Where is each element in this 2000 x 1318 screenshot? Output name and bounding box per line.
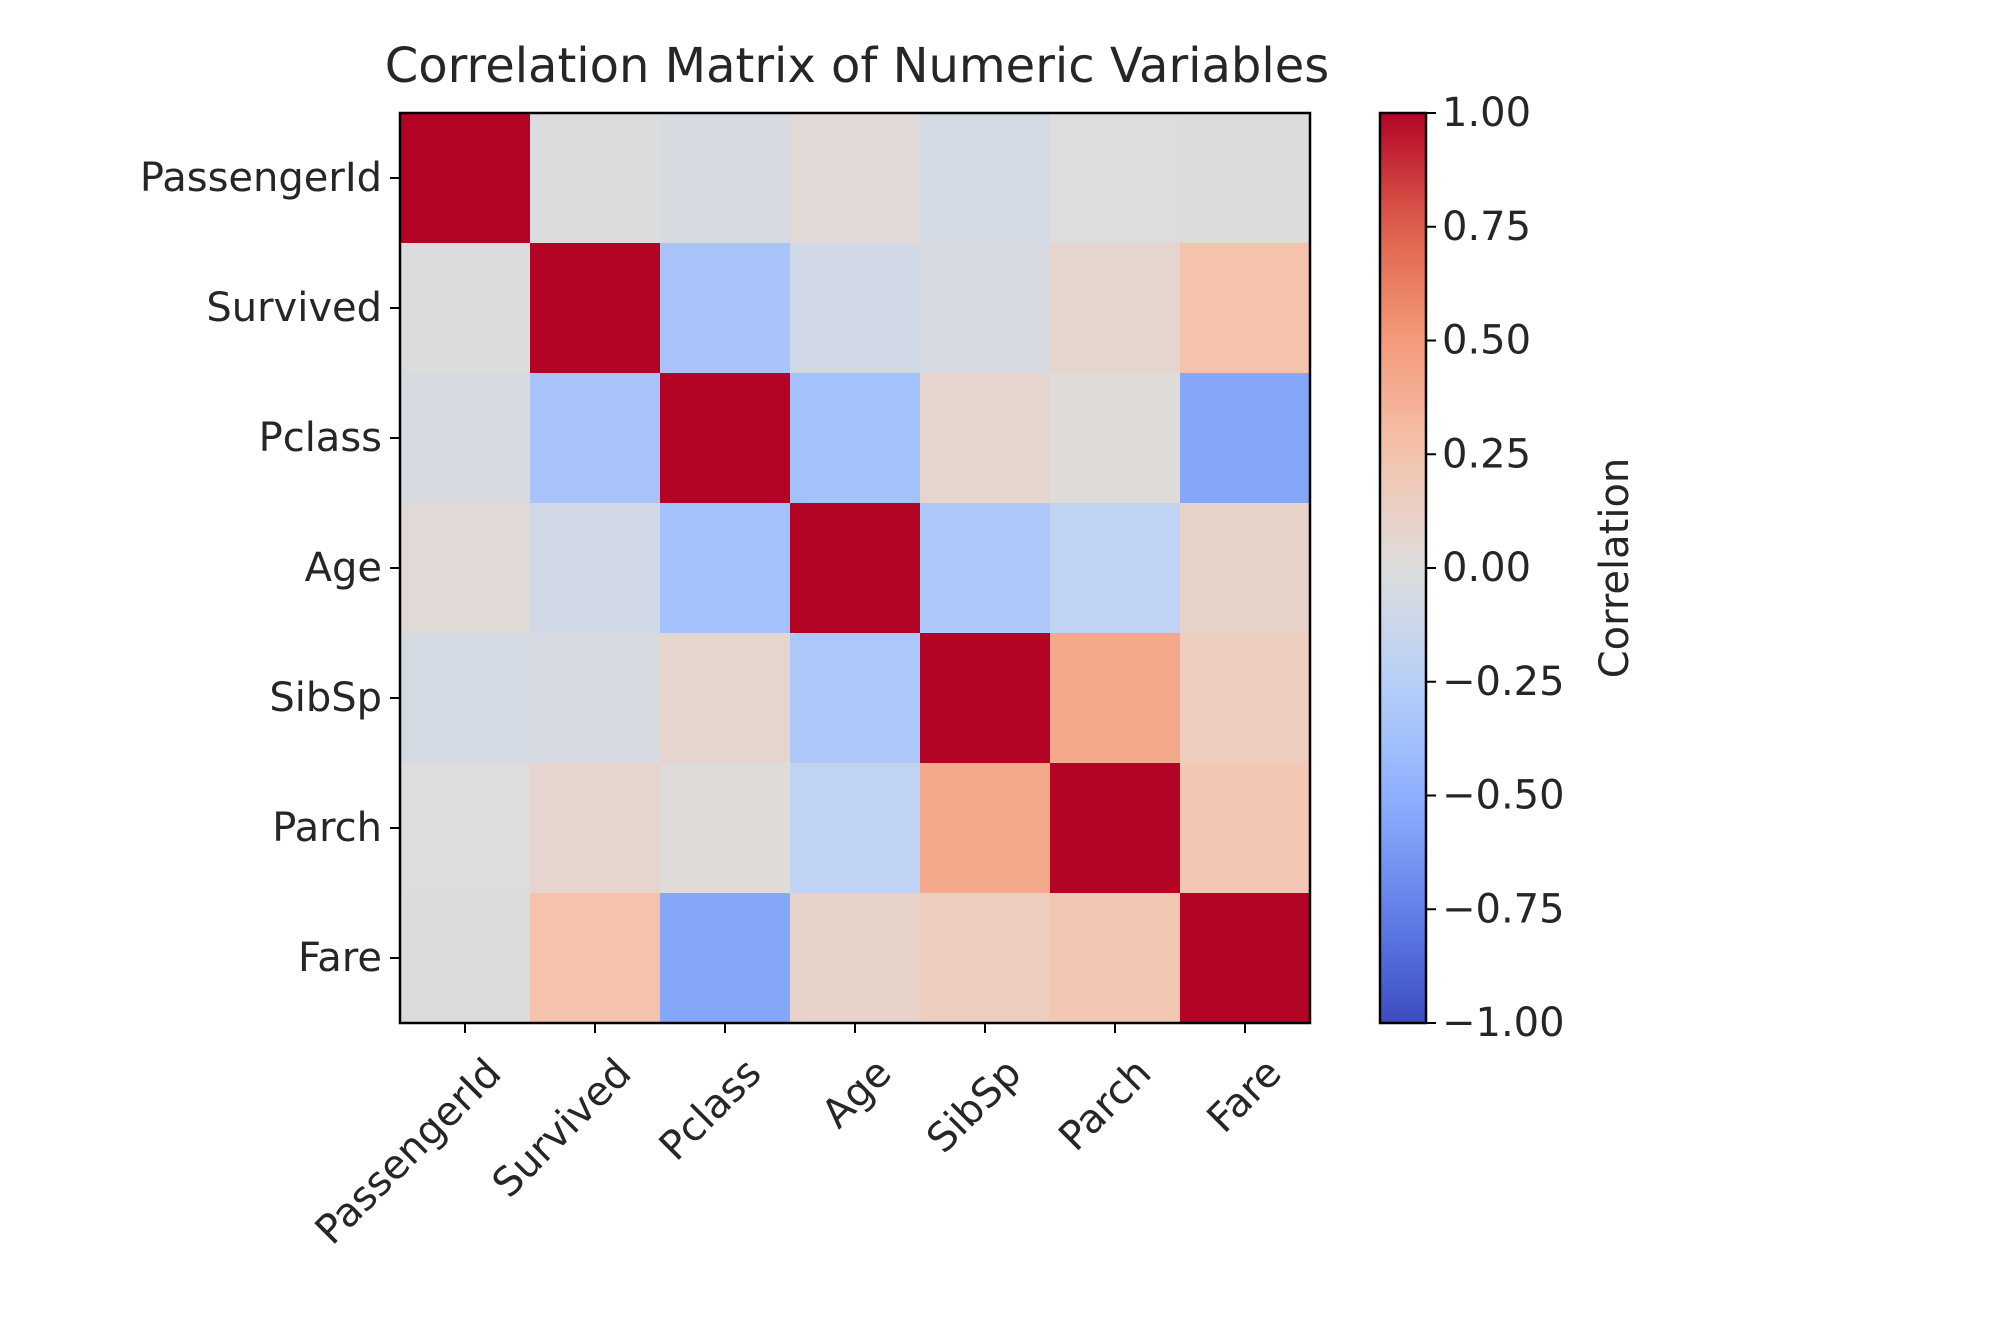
colorbar-tick-label: −0.25 — [1442, 659, 1565, 705]
heatmap-cell-survived-age — [790, 243, 921, 374]
heatmap-cell-age-pclass — [660, 503, 791, 634]
heatmap-cell-survived-sibsp — [920, 243, 1051, 374]
heatmap-cell-age-age — [790, 503, 921, 634]
heatmap-cell-parch-pclass — [660, 763, 791, 894]
heatmap-cell-fare-age — [790, 893, 921, 1024]
heatmap-cell-passengerid-survived — [530, 113, 661, 244]
y-tick-label: Pclass — [259, 415, 382, 461]
y-tick-label: Parch — [272, 805, 382, 851]
x-tick-label: Pclass — [651, 1050, 771, 1170]
heatmap-cell-passengerid-age — [790, 113, 921, 244]
y-tick-label: Fare — [298, 935, 382, 981]
heatmap-cell-pclass-pclass — [660, 373, 791, 504]
heatmap-cell-age-passengerid — [400, 503, 531, 634]
heatmap-cell-pclass-sibsp — [920, 373, 1051, 504]
x-tick-label: Fare — [1198, 1050, 1290, 1142]
colorbar-tick-label: 0.50 — [1442, 318, 1531, 364]
heatmap-cell-age-survived — [530, 503, 661, 634]
colorbar-tick-label: −1.00 — [1442, 1000, 1565, 1046]
heatmap-cell-parch-sibsp — [920, 763, 1051, 894]
heatmap-cell-pclass-survived — [530, 373, 661, 504]
heatmap-cell-parch-parch — [1050, 763, 1181, 894]
x-tick-label: PassengerId — [307, 1050, 511, 1254]
heatmap-cell-passengerid-parch — [1050, 113, 1181, 244]
heatmap-cell-passengerid-fare — [1180, 113, 1311, 244]
colorbar-tick-label: 0.75 — [1442, 204, 1531, 250]
heatmap-cell-passengerid-passengerid — [400, 113, 531, 244]
x-tick-label: Survived — [484, 1050, 641, 1207]
heatmap-cell-pclass-passengerid — [400, 373, 531, 504]
heatmap-cell-sibsp-pclass — [660, 633, 791, 764]
heatmap-cell-age-parch — [1050, 503, 1181, 634]
heatmap-cell-passengerid-pclass — [660, 113, 791, 244]
heatmap-cell-survived-pclass — [660, 243, 791, 374]
heatmap-cell-pclass-fare — [1180, 373, 1311, 504]
colorbar: 1.00 0.75 0.50 0.25 0.00 −0.25 −0.50 −0.75 −1.00… — [1378, 90, 1638, 1046]
heatmap-cell-sibsp-sibsp — [920, 633, 1051, 764]
y-tick-label: Age — [305, 545, 382, 591]
heatmap-cell-sibsp-fare — [1180, 633, 1311, 764]
heatmap-cell-parch-age — [790, 763, 921, 894]
colorbar-tick-label: 0.25 — [1442, 431, 1531, 477]
heatmap-cell-pclass-age — [790, 373, 921, 504]
colorbar-tick-label: −0.75 — [1442, 886, 1565, 932]
heatmap-cell-age-fare — [1180, 503, 1311, 634]
heatmap-cell-fare-fare — [1180, 893, 1311, 1024]
heatmap-cell-fare-survived — [530, 893, 661, 1024]
heatmap-cell-fare-parch — [1050, 893, 1181, 1024]
heatmap-cell-fare-sibsp — [920, 893, 1051, 1024]
colorbar-tick-label: 0.00 — [1442, 545, 1531, 591]
heatmap-cell-age-sibsp — [920, 503, 1051, 634]
heatmap-cell-sibsp-passengerid — [400, 633, 531, 764]
heatmap-cell-parch-fare — [1180, 763, 1311, 894]
x-tick-label: Age — [813, 1050, 900, 1137]
heatmap-cell-survived-parch — [1050, 243, 1181, 374]
x-tick-label: SibSp — [918, 1050, 1030, 1162]
y-tick-label: Survived — [206, 285, 382, 331]
heatmap-cell-parch-passengerid — [400, 763, 531, 894]
x-tick-label: Parch — [1050, 1050, 1160, 1160]
chart-title: Correlation Matrix of Numeric Variables — [385, 38, 1330, 94]
heatmap-cell-passengerid-sibsp — [920, 113, 1051, 244]
heatmap-cell-survived-fare — [1180, 243, 1311, 374]
heatmap-cell-parch-survived — [530, 763, 661, 894]
heatmap-cell-fare-passengerid — [400, 893, 531, 1024]
colorbar-tick-label: −0.50 — [1442, 773, 1565, 819]
heatmap-cells — [400, 113, 1311, 1024]
heatmap-cell-sibsp-parch — [1050, 633, 1181, 764]
colorbar-ticks: 1.00 0.75 0.50 0.25 0.00 −0.25 −0.50 −0.75 −1.00 — [1426, 90, 1565, 1046]
heatmap-cell-sibsp-age — [790, 633, 921, 764]
heatmap-cell-survived-survived — [530, 243, 661, 374]
heatmap-cell-pclass-parch — [1050, 373, 1181, 504]
colorbar-tick-label: 1.00 — [1442, 90, 1531, 136]
y-axis-ticks: PassengerId Survived Pclass Age SibSp Parch Fa… — [140, 155, 400, 981]
colorbar-label: Correlation — [1592, 458, 1638, 679]
y-tick-label: SibSp — [269, 675, 382, 721]
heatmap-cell-sibsp-survived — [530, 633, 661, 764]
colorbar-gradient — [1380, 113, 1426, 1023]
y-tick-label: PassengerId — [140, 155, 382, 201]
heatmap-cell-fare-pclass — [660, 893, 791, 1024]
heatmap-cell-survived-passengerid — [400, 243, 531, 374]
